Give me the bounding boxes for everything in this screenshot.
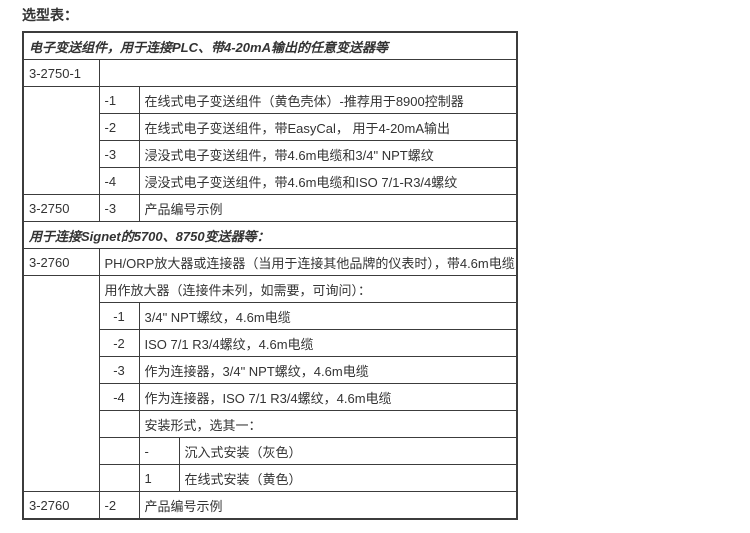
- mount-description-cell: 沉入式安装（灰色）: [178, 437, 518, 465]
- product-code-cell: 3-2750-1: [22, 59, 100, 87]
- mount-description-cell: 在线式安装（黄色）: [178, 464, 518, 492]
- empty-cell: [98, 464, 140, 492]
- empty-cell: [22, 275, 100, 492]
- option-code-cell: -3: [98, 140, 140, 168]
- example-row: 3-2760 -2 产品编号示例: [22, 491, 518, 520]
- empty-cell: [98, 59, 518, 87]
- option-code-cell: -2: [98, 113, 140, 141]
- option-code-cell: -2: [98, 491, 140, 520]
- option-code-cell: -2: [98, 329, 140, 357]
- table-row: -4 作为连接器，ISO 7/1 R3/4螺纹，4.6m电缆: [23, 383, 518, 411]
- option-code-cell: -3: [98, 356, 140, 384]
- table-row: -1 在线式电子变送组件（黄色壳体）-推荐用于8900控制器: [22, 86, 518, 195]
- table-row: 3-2760 PH/ORP放大器或连接器（当用于连接其他品牌的仪表时），带4.6…: [22, 248, 518, 276]
- option-description-cell: 在线式电子变送组件，带EasyCal， 用于4-20mA输出: [138, 113, 518, 141]
- selection-table: 电子变送组件，用于连接PLC、带4-20mA输出的任意变送器等 3-2750-1…: [22, 31, 519, 520]
- mount-code-cell: 1: [138, 464, 180, 492]
- empty-cell: [98, 437, 140, 465]
- product-description-cell: PH/ORP放大器或连接器（当用于连接其他品牌的仪表时），带4.6m电缆: [98, 248, 518, 276]
- option-code-cell: -4: [98, 383, 140, 411]
- table-row: 3-2750-1: [22, 59, 518, 87]
- option-code-cell: -3: [98, 194, 140, 222]
- option-code-cell: -1: [98, 86, 140, 114]
- empty-cell: [98, 410, 140, 438]
- product-code-cell: 3-2760: [22, 491, 100, 520]
- example-description-cell: 产品编号示例: [138, 491, 518, 520]
- section2-header-row: 用于连接Signet的5700、8750变送器等：: [22, 221, 518, 249]
- option-code-cell: -4: [98, 167, 140, 195]
- product-code-cell: 3-2750: [22, 194, 100, 222]
- table-row: -4 浸没式电子变送组件，带4.6m电缆和ISO 7/1-R3/4螺纹: [23, 167, 518, 195]
- table-row: -2 ISO 7/1 R3/4螺纹，4.6m电缆: [23, 329, 518, 357]
- product-code-cell: 3-2760: [22, 248, 100, 276]
- table-row: -3 浸没式电子变送组件，带4.6m电缆和3/4" NPT螺纹: [23, 140, 518, 168]
- option-description-cell: 作为连接器，ISO 7/1 R3/4螺纹，4.6m电缆: [138, 383, 518, 411]
- option-description-cell: ISO 7/1 R3/4螺纹，4.6m电缆: [138, 329, 518, 357]
- note-cell: 安装形式，选其一：: [138, 410, 518, 438]
- table-row: 用作放大器（连接件未列，如需要，可询问）：: [22, 275, 518, 492]
- table-row: -3 作为连接器，3/4" NPT螺纹，4.6m电缆: [23, 356, 518, 384]
- example-description-cell: 产品编号示例: [138, 194, 518, 222]
- option-description-cell: 浸没式电子变送组件，带4.6m电缆和ISO 7/1-R3/4螺纹: [138, 167, 518, 195]
- example-row: 3-2750 -3 产品编号示例: [22, 194, 518, 222]
- table-row: -1 3/4" NPT螺纹，4.6m电缆: [23, 302, 518, 330]
- option-description-cell: 在线式电子变送组件（黄色壳体）-推荐用于8900控制器: [138, 86, 518, 114]
- section2-header-cell: 用于连接Signet的5700、8750变送器等：: [22, 221, 518, 249]
- section1-header-cell: 电子变送组件，用于连接PLC、带4-20mA输出的任意变送器等: [22, 31, 518, 60]
- empty-cell: [22, 86, 100, 195]
- option-description-cell: 3/4" NPT螺纹，4.6m电缆: [138, 302, 518, 330]
- mount-code-cell: -: [138, 437, 180, 465]
- option-code-cell: -1: [98, 302, 140, 330]
- page-title: 选型表：: [22, 7, 78, 23]
- table-row: 安装形式，选其一：: [23, 410, 518, 438]
- note-cell: 用作放大器（连接件未列，如需要，可询问）：: [98, 275, 518, 303]
- option-description-cell: 作为连接器，3/4" NPT螺纹，4.6m电缆: [138, 356, 518, 384]
- section1-header-row: 电子变送组件，用于连接PLC、带4-20mA输出的任意变送器等: [22, 31, 518, 60]
- table-row: 1 在线式安装（黄色）: [23, 464, 518, 492]
- option-description-cell: 浸没式电子变送组件，带4.6m电缆和3/4" NPT螺纹: [138, 140, 518, 168]
